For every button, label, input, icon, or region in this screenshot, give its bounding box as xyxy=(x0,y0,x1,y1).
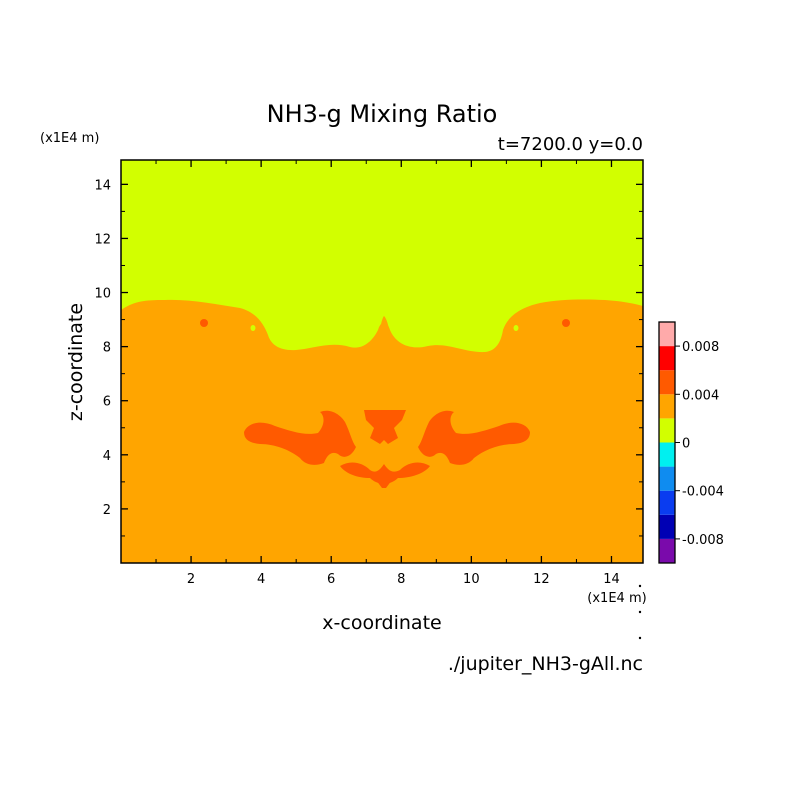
x-axis-label: x-coordinate xyxy=(322,612,441,634)
source-file-label: ./jupiter_NH3-gAll.nc xyxy=(448,653,643,675)
plot-area xyxy=(121,160,643,563)
marker-dot xyxy=(638,584,642,588)
x-unit-label: (x1E4 m) xyxy=(587,591,646,606)
center-plume xyxy=(364,410,406,444)
colorbar-label: -0.004 xyxy=(682,485,724,500)
small-green-blob xyxy=(250,325,256,331)
colorbar-swatch xyxy=(659,346,675,371)
x-axis: 2 4 6 8 10 12 14 xyxy=(155,160,620,587)
y-unit-label: (x1E4 m) xyxy=(40,131,99,146)
y-tick-label: 2 xyxy=(103,503,111,518)
y-axis-label: z-coordinate xyxy=(65,303,87,421)
y-tick-label: 4 xyxy=(103,449,111,464)
x-tick-label: 8 xyxy=(397,572,405,587)
x-tick-label: 12 xyxy=(533,572,550,587)
x-tick-label: 6 xyxy=(327,572,335,587)
x-tick-label: 4 xyxy=(257,572,265,587)
chart-subtitle: t=7200.0 y=0.0 xyxy=(498,134,643,155)
y-axis: 2 4 6 8 10 12 14 xyxy=(94,178,643,537)
center-lower-plume xyxy=(340,462,430,484)
colorbar-swatch xyxy=(659,442,675,467)
right-plume xyxy=(418,410,530,465)
colorbar-label: 0.004 xyxy=(682,388,719,403)
center-bottom-tip xyxy=(376,480,392,488)
colorbar-swatch xyxy=(659,514,675,539)
marker-dot xyxy=(638,610,642,614)
chart-title: NH3-g Mixing Ratio xyxy=(267,100,498,128)
colorbar-swatch xyxy=(659,322,675,347)
plot-frame xyxy=(120,159,644,564)
y-tick-label: 10 xyxy=(94,287,111,302)
center-spike xyxy=(380,316,389,330)
colorbar-swatch xyxy=(659,394,675,419)
x-tick-label: 14 xyxy=(603,572,620,587)
colorbar-label: 0 xyxy=(682,437,690,452)
colorbar-swatch xyxy=(659,538,675,563)
y-tick-label: 12 xyxy=(94,232,111,247)
colorbar-swatch xyxy=(659,466,675,491)
left-small-plume xyxy=(200,319,208,327)
right-small-plume xyxy=(562,319,570,327)
colorbar-swatch xyxy=(659,490,675,515)
colorbar-swatch xyxy=(659,418,675,443)
colorbar-label: -0.008 xyxy=(682,533,724,548)
marker-dot xyxy=(638,636,642,640)
x-tick-label: 10 xyxy=(463,572,480,587)
colorbar-swatch xyxy=(659,370,675,395)
x-tick-label: 2 xyxy=(187,572,195,587)
y-tick-label: 6 xyxy=(103,395,111,410)
colorbar: 0.008 0.004 0 -0.004 -0.008 xyxy=(658,321,724,564)
left-plume xyxy=(244,410,356,465)
small-green-blob xyxy=(513,325,519,331)
y-tick-label: 14 xyxy=(94,178,111,193)
colorbar-label: 0.008 xyxy=(682,340,719,355)
y-tick-label: 8 xyxy=(103,341,111,356)
